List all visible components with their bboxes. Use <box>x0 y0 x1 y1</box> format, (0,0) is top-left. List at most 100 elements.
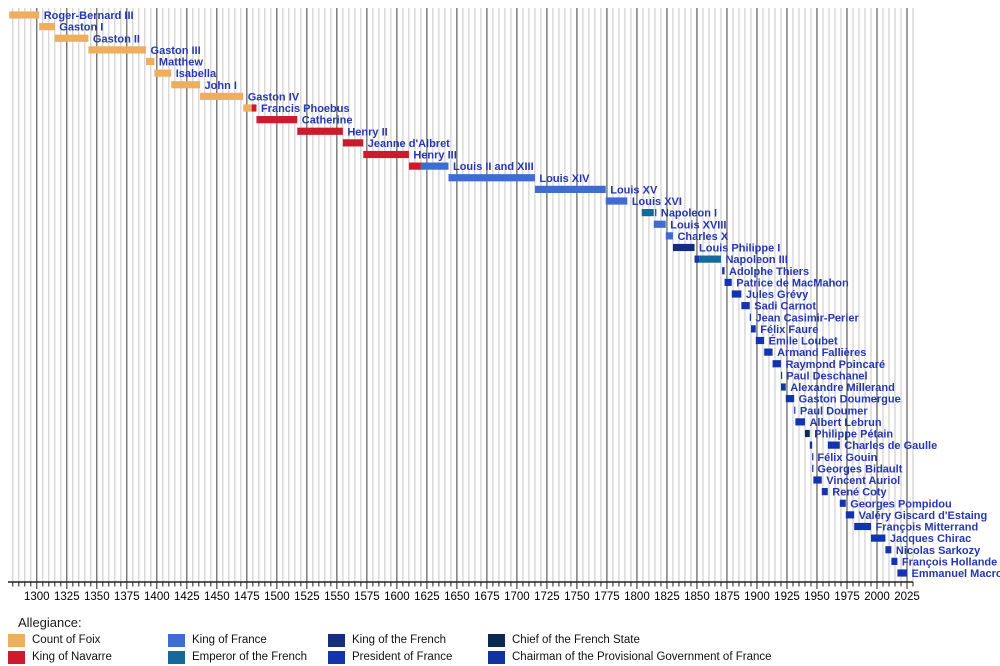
ruler-name-link[interactable]: Charles X <box>677 231 728 243</box>
ruler-name-link[interactable]: Jean Casimir-Perier <box>755 312 859 324</box>
axis-year-label: 1300 <box>24 591 50 603</box>
ruler-name-link[interactable]: Adolphe Thiers <box>729 266 809 278</box>
reign-bar <box>9 11 40 19</box>
reign-bar <box>448 174 535 182</box>
ruler-name-link[interactable]: Valéry Giscard d'Estaing <box>859 510 988 522</box>
reign-bar <box>804 429 810 438</box>
ruler-name-link[interactable]: Paul Doumer <box>800 405 869 417</box>
ruler-name-link[interactable]: John I <box>205 80 237 92</box>
reign-bar <box>605 197 628 205</box>
reign-bar <box>845 511 855 519</box>
ruler-name-link[interactable]: Alexandre Millerand <box>790 382 895 394</box>
legend-label: Chief of the French State <box>512 634 640 646</box>
reign-bar <box>885 546 892 554</box>
axis-year-label: 1400 <box>144 591 170 603</box>
reign-bar <box>772 360 781 368</box>
ruler-name-link[interactable]: Louis II and XIII <box>453 161 534 173</box>
ruler-name-link[interactable]: Isabella <box>176 68 217 80</box>
ruler-name-link[interactable]: Catherine <box>302 115 353 127</box>
ruler-name-link[interactable]: Roger-Bernard III <box>44 10 134 22</box>
ruler-name-link[interactable]: Louis XVIII <box>670 219 726 231</box>
reign-bar <box>297 127 343 135</box>
reign-bar <box>154 69 172 77</box>
ruler-name-link[interactable]: Jacques Chirac <box>890 533 971 545</box>
reign-bar <box>780 383 786 391</box>
axis-year-label: 1425 <box>174 591 200 603</box>
reign-bar <box>750 325 756 333</box>
legend-label: King of the French <box>352 634 446 646</box>
ruler-name-link[interactable]: Charles de Gaulle <box>844 440 937 452</box>
ruler-name-link[interactable]: Vincent Auriol <box>826 475 900 487</box>
axis-year-label: 1650 <box>444 591 470 603</box>
ruler-name-link[interactable]: Raymond Poincaré <box>785 359 885 371</box>
ruler-name-link[interactable]: Emmanuel Macron <box>911 568 1000 580</box>
legend-swatch-france <box>168 634 185 647</box>
ruler-name-link[interactable]: Philippe Pétain <box>814 429 893 441</box>
reign-bar <box>813 476 822 484</box>
legend-swatch-navarre <box>8 651 25 664</box>
ruler-name-link[interactable]: Nicolas Sarkozy <box>896 545 981 557</box>
ruler-name-link[interactable]: Napoleon I <box>661 208 717 220</box>
ruler-name-link[interactable]: Gaston I <box>59 22 103 34</box>
ruler-name-link[interactable]: Jeanne d'Albret <box>368 138 450 150</box>
ruler-name-link[interactable]: René Coty <box>832 487 887 499</box>
ruler-name-link[interactable]: Gaston IV <box>248 91 300 103</box>
reign-bar <box>408 162 421 170</box>
ruler-name-link[interactable]: Gaston Doumergue <box>799 394 901 406</box>
ruler-name-link[interactable]: Sadi Carnot <box>754 301 816 313</box>
ruler-name-link[interactable]: Félix Faure <box>760 324 818 336</box>
ruler-name-link[interactable]: Patrice de MacMahon <box>736 277 849 289</box>
reign-bar <box>764 348 773 356</box>
ruler-name-link[interactable]: Émile Loubet <box>769 335 838 348</box>
reign-bar <box>256 116 298 124</box>
ruler-name-link[interactable]: Gaston III <box>151 45 201 57</box>
reign-bar <box>724 278 732 286</box>
ruler-name-link[interactable]: Louis XIV <box>539 173 590 185</box>
axis-year-label: 1925 <box>774 591 800 603</box>
ruler-name-link[interactable]: Georges Pompidou <box>850 498 951 510</box>
axis-year-label: 1475 <box>234 591 260 603</box>
reign-bar <box>342 139 364 147</box>
timeline-svg: 1300 1325 1350 1375 1400 1425 1450 1475 1500 1525… <box>8 8 1000 603</box>
ruler-name-link[interactable]: François Hollande <box>902 556 997 568</box>
legend-swatch-king_french <box>328 634 345 647</box>
axis-year-label: 1375 <box>114 591 140 603</box>
axis-year-label: 1575 <box>354 591 380 603</box>
ruler-name-link[interactable]: Georges Bidault <box>817 463 902 475</box>
ruler-name-link[interactable]: Louis XVI <box>632 196 682 208</box>
legend-swatch-chief <box>488 634 505 647</box>
reign-bar <box>755 336 765 345</box>
legend-label: Chairman of the Provisional Government o… <box>512 651 772 663</box>
reign-bar <box>654 209 657 217</box>
axis-year-label: 1700 <box>504 591 530 603</box>
ruler-name-link[interactable]: Matthew <box>159 57 203 69</box>
reign-bar <box>780 371 783 379</box>
reign-bar <box>665 232 673 240</box>
ruler-name-link[interactable]: Gaston II <box>93 33 140 45</box>
axis-year-label: 1950 <box>804 591 830 603</box>
reign-bar <box>420 162 449 170</box>
axis-year-label: 1675 <box>474 591 500 603</box>
ruler-name-link[interactable]: Armand Fallières <box>777 347 866 359</box>
axis-year-label: 1900 <box>744 591 770 603</box>
legend-label: Emperor of the French <box>192 651 308 663</box>
ruler-name-link[interactable]: Francis Phoebus <box>261 103 350 115</box>
reign-bar <box>794 406 796 414</box>
ruler-name-link[interactable]: Louis Philippe I <box>699 243 780 255</box>
ruler-name-link[interactable]: Henry II <box>347 126 387 138</box>
ruler-name-link[interactable]: Albert Lebrun <box>809 417 881 429</box>
reign-bar <box>897 569 907 577</box>
reign-bar <box>741 302 750 310</box>
reign-bar <box>854 522 871 531</box>
ruler-name-link[interactable]: Napoleon III <box>725 254 787 266</box>
ruler-name-link[interactable]: Paul Deschanel <box>786 370 867 382</box>
ruler-name-link[interactable]: Louis XV <box>610 184 658 196</box>
reign-bar <box>812 453 814 461</box>
ruler-name-link[interactable]: François Mitterrand <box>875 522 978 534</box>
axis-year-label: 1525 <box>294 591 320 603</box>
reign-bar <box>870 534 886 542</box>
ruler-name-link[interactable]: Félix Gouin <box>817 452 877 464</box>
ruler-name-link[interactable]: Henry III <box>413 150 456 162</box>
axis-year-label: 1500 <box>264 591 290 603</box>
ruler-name-link[interactable]: Jules Grévy <box>746 289 809 301</box>
